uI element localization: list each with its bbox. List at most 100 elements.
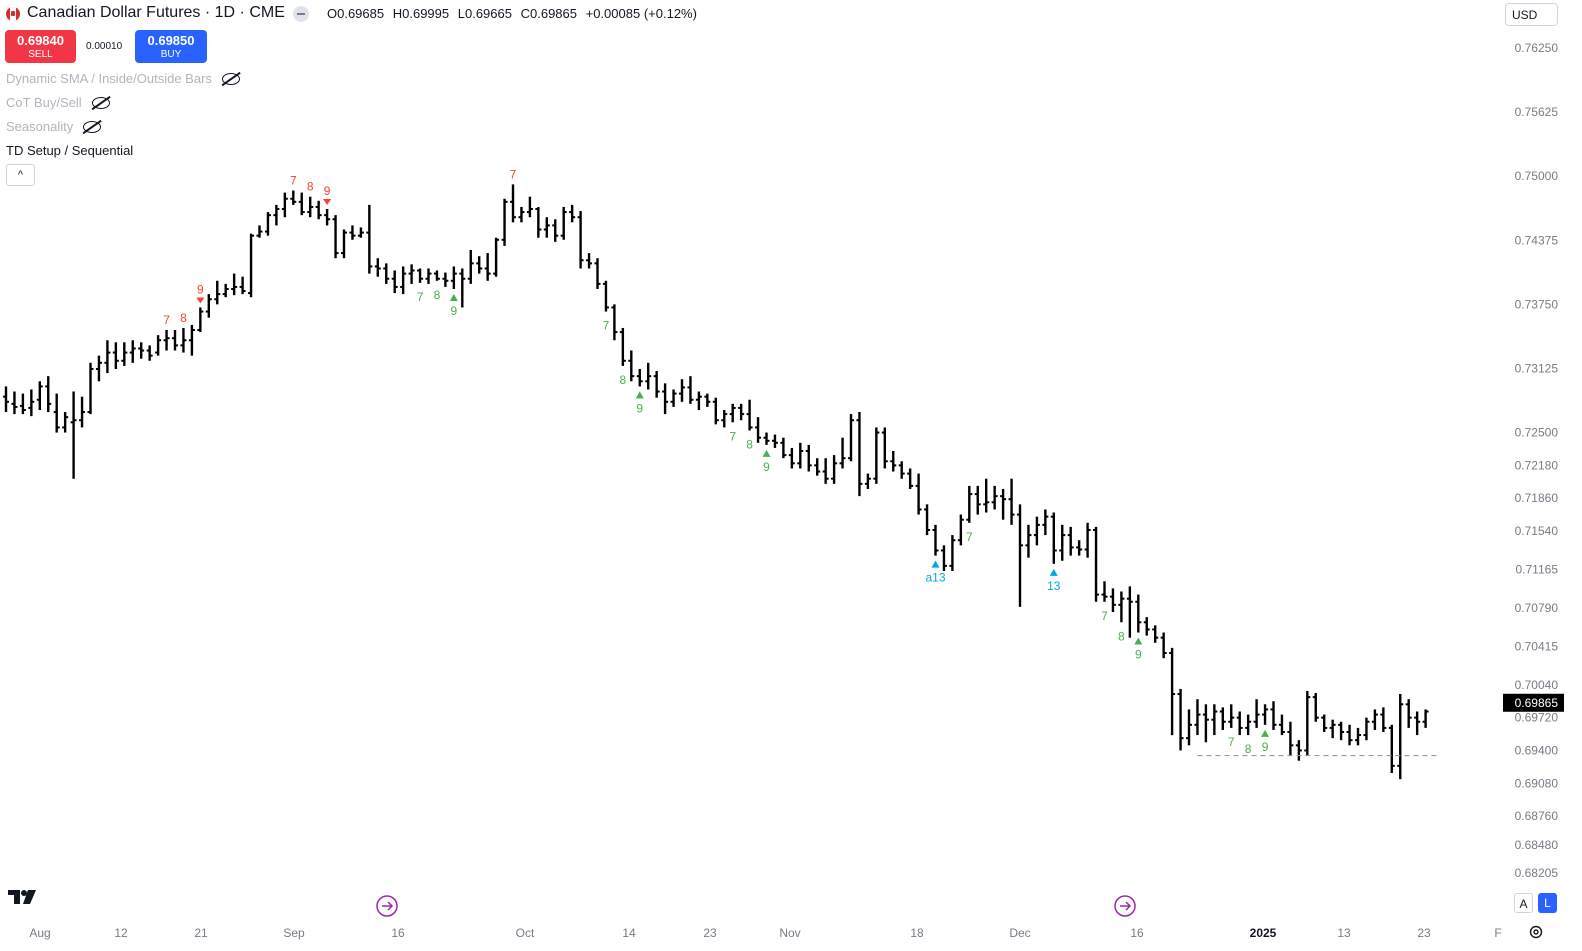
ohlc-bar: [949, 535, 956, 571]
currency-select[interactable]: USD: [1505, 3, 1558, 26]
price-tick-label: 0.75000: [1515, 169, 1559, 183]
indicator-label: TD Setup / Sequential: [6, 143, 134, 158]
ohlc-bar: [636, 368, 643, 387]
sell-button[interactable]: 0.69840 SELL: [5, 30, 76, 63]
event-marker-dec[interactable]: [1114, 895, 1136, 917]
td-label: a13: [925, 571, 945, 585]
ohlc-bar: [1228, 704, 1235, 728]
price-tick-label: 0.76250: [1515, 41, 1559, 55]
price-axis[interactable]: 0.76250 0.75625 0.75000 0.74375 0.73750 0.731…: [1515, 41, 1559, 880]
ohlc-bar: [1202, 704, 1209, 743]
price-tick-label: 0.68760: [1515, 809, 1559, 823]
ohlc-bar: [290, 190, 297, 205]
ohlc-bar: [374, 258, 381, 277]
ohlc-bar: [577, 211, 584, 269]
ohlc-bar: [1033, 516, 1040, 546]
event-marker-sep[interactable]: [376, 895, 398, 917]
ohlc-open: O0.69685: [327, 6, 385, 21]
tradingview-logo[interactable]: [8, 888, 40, 911]
indicator-seasonality[interactable]: Seasonality: [6, 119, 102, 134]
time-tick-label: Nov: [779, 926, 800, 940]
buy-arrow-icon: [635, 391, 644, 399]
ohlc-bar: [450, 266, 457, 289]
ohlc-bar: [205, 294, 212, 318]
buy-price: 0.69850: [147, 33, 195, 48]
ohlc-bar: [273, 204, 280, 226]
spread-value: 0.00010: [86, 41, 123, 52]
ohlc-bar: [332, 215, 339, 259]
ohlc-bar: [822, 458, 829, 484]
ohlc-bar: [433, 270, 440, 281]
ohlc-bar: [1118, 591, 1125, 623]
buy-arrow-icon: [1049, 568, 1058, 576]
ohlc-bar: [1304, 690, 1311, 756]
ohlc-bar: [45, 376, 52, 413]
collapse-indicators-button[interactable]: ^: [6, 164, 35, 186]
last-price-label: 0.69865: [1515, 696, 1559, 710]
indicator-dynamic-sma[interactable]: Dynamic SMA / Inside/Outside Bars: [6, 71, 240, 86]
price-tick-label: 0.75625: [1515, 105, 1559, 119]
ohlc-bar: [36, 381, 43, 410]
ohlc-bar: [1405, 699, 1412, 728]
indicator-td-sequential[interactable]: TD Setup / Sequential: [6, 143, 133, 158]
ohlc-bar: [771, 434, 778, 448]
ohlc-bar: [619, 327, 626, 366]
buy-arrow-icon: [1134, 637, 1143, 645]
ohlc-bar: [1329, 719, 1336, 739]
buy-button[interactable]: 0.69850 BUY: [135, 30, 207, 63]
td-label: 9: [1262, 740, 1269, 754]
ohlc-change: +0.00085 (+0.12%): [585, 6, 697, 21]
time-tick-label: 16: [391, 926, 405, 940]
indicator-cot[interactable]: CoT Buy/Sell: [6, 95, 110, 110]
auto-scale-button[interactable]: A: [1514, 893, 1533, 913]
ohlc-bar: [569, 204, 576, 223]
ohlc-bar: [324, 209, 331, 226]
time-tick-label: 18: [910, 926, 924, 940]
ohlc-bar: [298, 192, 305, 216]
price-tick-label: 0.68205: [1515, 866, 1559, 880]
ohlc-bar: [1422, 709, 1429, 728]
ohlc-bar: [493, 237, 500, 277]
td-label: 8: [434, 288, 441, 302]
ohlc-bar: [146, 345, 153, 361]
ohlc-bar: [729, 403, 736, 423]
ohlc-bar: [315, 200, 322, 220]
ohlc-bar: [476, 256, 483, 274]
eye-hidden-icon[interactable]: [91, 96, 110, 109]
settings-gear-icon[interactable]: [1528, 924, 1544, 940]
ohlc-bar: [1388, 724, 1395, 774]
ohlc-bar: [349, 225, 356, 240]
ohlc-bar: [1397, 694, 1404, 780]
td-label: 7: [290, 174, 297, 188]
ohlc-bar: [11, 391, 18, 415]
canada-flag-icon: [6, 7, 20, 21]
ohlc-bar: [180, 327, 187, 353]
time-axis[interactable]: Aug 12 21 Sep 16 Oct 14 23 Nov 18 Dec 16 2025 13 23 F: [29, 926, 1501, 940]
ohlc-bar: [1177, 688, 1184, 751]
buy-arrow-icon: [449, 293, 458, 301]
ohlc-bar: [738, 403, 745, 421]
eye-hidden-icon[interactable]: [83, 120, 102, 133]
ohlc-bar: [62, 412, 69, 433]
price-tick-label: 0.72500: [1515, 426, 1559, 440]
ohlc-bar: [1363, 717, 1370, 741]
ohlc-bar: [442, 272, 449, 287]
time-tick-label: Sep: [283, 926, 305, 940]
ohlc-bar: [1321, 714, 1328, 732]
ohlc-bar: [95, 355, 102, 382]
ohlc-bar: [1025, 524, 1032, 558]
ohlc-bar: [467, 250, 474, 284]
ohlc-low: L0.69665: [457, 6, 512, 21]
ohlc-bar: [400, 266, 407, 295]
time-tick-label: Aug: [29, 926, 50, 940]
price-tick-label: 0.74375: [1515, 233, 1559, 247]
ohlc-bar: [839, 437, 846, 469]
ohlc-bar: [484, 253, 491, 281]
price-tick-label: 0.68480: [1515, 838, 1559, 852]
symbol-title[interactable]: Canadian Dollar Futures · 1D · CME: [27, 4, 285, 21]
collapse-legend-icon[interactable]: [293, 6, 309, 22]
ohlc-close: C0.69865: [520, 6, 577, 21]
log-scale-button[interactable]: L: [1538, 893, 1557, 913]
eye-hidden-icon[interactable]: [221, 72, 240, 85]
